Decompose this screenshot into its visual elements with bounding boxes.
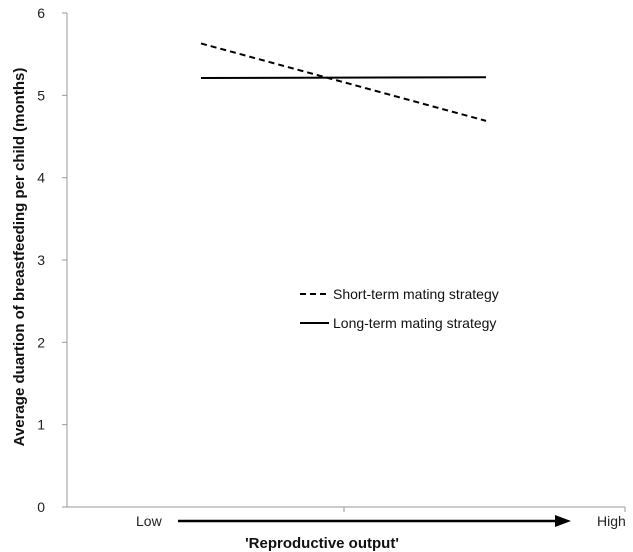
y-tick-label-5: 5	[37, 87, 45, 103]
y-axis-title: Average duartion of breastfeeding per ch…	[11, 68, 28, 447]
y-tick-label-1: 1	[37, 417, 45, 433]
x-axis	[67, 506, 626, 512]
x-low-label: Low	[136, 513, 163, 529]
legend-label-long-term: Long-term mating strategy	[333, 315, 496, 331]
x-high-label: High	[597, 513, 626, 529]
y-ticks	[62, 12, 67, 508]
y-tick-label-4: 4	[37, 170, 45, 186]
y-axis: 0 1 2 3 4 5 6	[37, 5, 68, 515]
x-arrow-head	[555, 515, 571, 527]
legend-label-short-term: Short-term mating strategy	[333, 286, 499, 302]
y-tick-label-2: 2	[37, 334, 45, 350]
x-direction-arrow	[178, 515, 571, 527]
series-lines	[200, 42, 487, 122]
x-axis-title: 'Reproductive output'	[245, 535, 399, 552]
legend: Short-term mating strategy Long-term mati…	[300, 286, 499, 331]
y-tick-label-3: 3	[37, 252, 45, 268]
series-line-long-term	[200, 76, 487, 80]
y-tick-labels: 0 1 2 3 4 5 6	[37, 5, 45, 515]
y-tick-label-6: 6	[37, 5, 45, 21]
series-line-short-term	[200, 42, 487, 122]
y-tick-label-0: 0	[37, 499, 45, 515]
